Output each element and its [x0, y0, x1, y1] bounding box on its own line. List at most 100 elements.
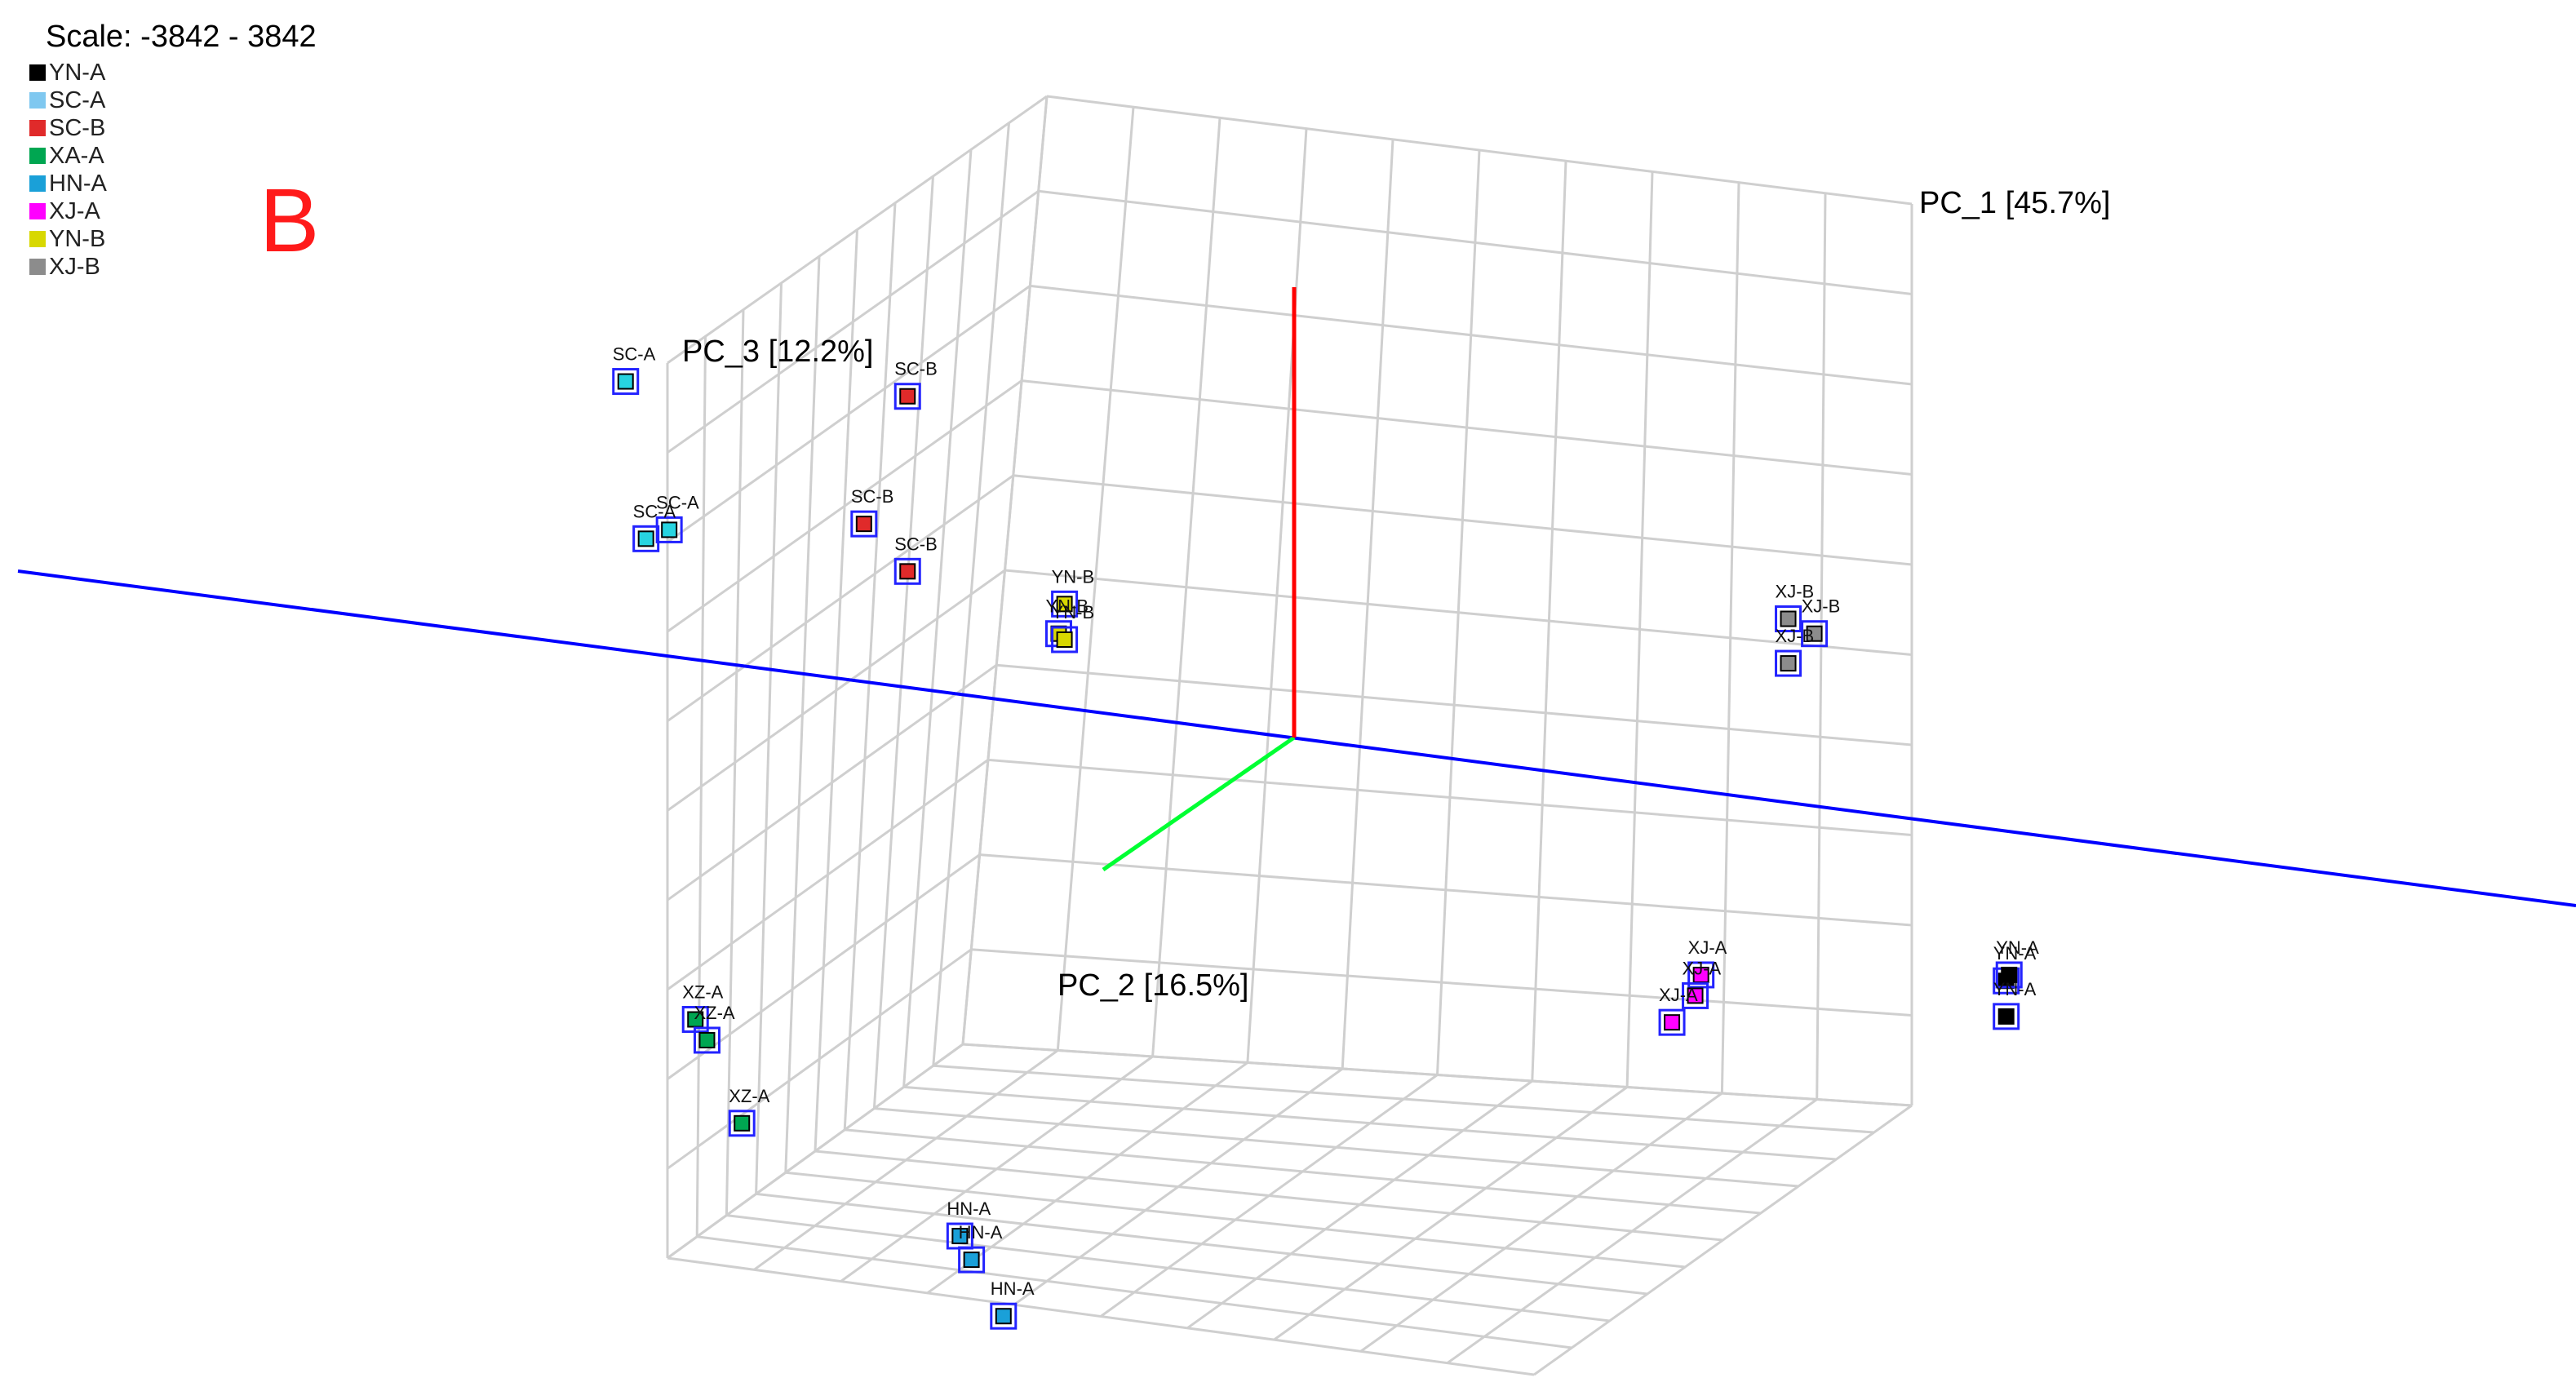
point-marker-frame: [958, 1246, 986, 1274]
axis-labels: PC_1 [45.7%] PC_3 [12.2%] PC_2 [16.5%]: [682, 186, 2110, 1003]
point-marker: [698, 1031, 716, 1048]
grid-line-left-horizontal: [667, 663, 998, 902]
legend-swatch: [29, 148, 46, 164]
point-label: YN-B: [1045, 596, 1088, 617]
data-point: SC-A: [655, 492, 699, 543]
point-marker: [951, 1228, 969, 1245]
grid-line-back-vertical: [1625, 171, 1654, 1088]
point-marker: [1806, 625, 1823, 642]
point-marker-frame: [1775, 649, 1802, 677]
grid-line-floor-b: [667, 1256, 1535, 1376]
grid-line-back-horizontal: [1004, 569, 1913, 656]
grid-line-floor-b: [726, 1214, 1610, 1322]
grid-line-back-vertical: [1531, 161, 1567, 1082]
point-marker-frame: [1051, 590, 1079, 618]
pc2-axis-line: [1102, 735, 1296, 872]
point-marker-frame: [1051, 626, 1079, 653]
legend-item: XA-A: [29, 142, 107, 170]
point-marker-frame: [728, 1110, 756, 1137]
point-label: XJ-B: [1776, 626, 1815, 646]
legend-label: XA-A: [49, 143, 104, 169]
point-marker: [899, 563, 916, 580]
point-marker-frame: [1658, 1008, 1686, 1036]
point-label: SC-A: [613, 344, 656, 365]
legend-swatch: [29, 92, 46, 109]
grid-line-back-horizontal: [987, 758, 1913, 836]
grid-line-floor-b: [756, 1192, 1648, 1296]
point-label: YN-A: [1993, 943, 2037, 964]
data-point: SC-B: [850, 486, 893, 538]
point-marker-frame: [1682, 981, 1709, 1009]
grid-line-back-horizontal: [971, 948, 1913, 1017]
point-marker-frame: [990, 1302, 1018, 1330]
point-label: SC-B: [894, 359, 938, 379]
point-marker-frame: [1993, 1003, 2020, 1030]
legend-swatch: [29, 120, 46, 136]
point-marker: [963, 1252, 980, 1269]
axes: [17, 287, 2576, 907]
legend-item: YN-B: [29, 225, 107, 253]
grid-line-floor-b: [697, 1235, 1572, 1349]
data-point: YN-B: [1051, 566, 1094, 618]
pc1-axis-label: PC_1 [45.7%]: [1919, 186, 2110, 220]
point-label: SC-A: [656, 492, 699, 512]
data-point: YN-A: [1995, 937, 2039, 989]
data-point: XJ-B: [1801, 596, 1840, 648]
grid-line-floor-a: [1359, 1092, 1723, 1353]
point-label: YN-A: [1996, 937, 2039, 958]
point-label: YN-A: [1993, 979, 2037, 999]
point-marker: [1687, 987, 1704, 1004]
legend-swatch: [29, 259, 46, 275]
grid-line-floor-a: [1186, 1079, 1533, 1330]
point-marker-frame: [655, 516, 683, 543]
legend-swatch: [29, 203, 46, 219]
point-marker-frame: [1801, 620, 1829, 648]
point-marker: [2001, 966, 2018, 983]
point-marker: [1780, 655, 1797, 672]
grid-line-back-horizontal: [996, 663, 1913, 747]
grid-box: [666, 95, 1913, 1376]
point-label: HN-A: [991, 1278, 1035, 1299]
legend-swatch: [29, 64, 46, 81]
point-marker: [1056, 631, 1073, 648]
grid-line-floor-b: [785, 1171, 1686, 1269]
data-point: XZ-A: [693, 1003, 735, 1054]
data-point: HN-A: [990, 1278, 1035, 1330]
legend-label: SC-A: [49, 87, 106, 113]
grid-line-back-vertical: [1720, 182, 1740, 1094]
grid-line-back-horizontal: [979, 853, 1913, 927]
point-label: XJ-A: [1659, 985, 1698, 1005]
point-marker: [1780, 610, 1797, 627]
pc1-axis-line: [17, 569, 2576, 907]
data-points: SC-ASC-ASC-ASC-BSC-BSC-BYN-BYN-BYN-BXJ-B…: [612, 344, 2039, 1330]
legend-item: XJ-A: [29, 197, 107, 225]
point-marker: [637, 530, 654, 547]
legend-label: XJ-A: [49, 198, 100, 224]
grid-line-floor-a: [1533, 1104, 1913, 1376]
data-point: YN-B: [1051, 602, 1095, 653]
data-point: XZ-A: [681, 982, 724, 1034]
data-point: YN-A: [1993, 979, 2037, 1030]
point-marker-frame: [1995, 961, 2023, 989]
point-label: YN-B: [1052, 602, 1095, 622]
legend-label: YN-B: [49, 226, 106, 252]
scale-title: Scale: -3842 - 3842: [46, 20, 317, 54]
legend-label: YN-A: [49, 60, 106, 86]
legend-item: SC-A: [29, 86, 107, 114]
point-marker: [617, 373, 634, 390]
legend-item: XJ-B: [29, 253, 107, 281]
data-point: SC-B: [893, 359, 938, 410]
point-marker-frame: [893, 383, 921, 410]
grid-line-left-vertical: [695, 336, 707, 1237]
data-point: YN-A: [1993, 943, 2037, 995]
data-point: XJ-B: [1775, 626, 1815, 677]
point-marker: [1664, 1014, 1681, 1031]
legend-label: HN-A: [49, 171, 107, 197]
point-label: XJ-A: [1688, 937, 1727, 958]
legend-item: SC-B: [29, 114, 107, 142]
point-label: SC-A: [633, 501, 676, 521]
point-label: SC-B: [894, 534, 938, 554]
point-marker: [1997, 1008, 2015, 1025]
